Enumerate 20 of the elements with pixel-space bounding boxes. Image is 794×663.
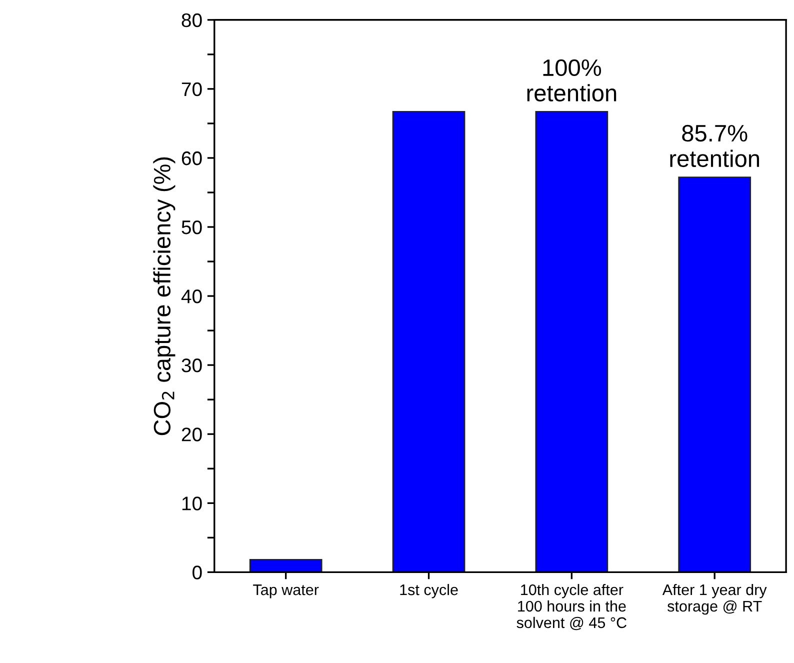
annotation: 85.7% retention [670,124,760,168]
y-tick-label: 0 [192,566,202,580]
y-tick-label: 30 [182,358,202,372]
y-tick-label: 80 [182,13,202,28]
y-tick-label: 70 [182,82,202,96]
x-tick-label: 10th cycle after 100 hours in the solvent @ 45 °C [516,584,626,630]
y-tick-label: 10 [182,496,202,510]
y-tick-label: 60 [182,151,202,166]
x-tick-label: Tap water [253,584,319,598]
bar [678,176,752,572]
y-tick-label: 50 [182,220,202,234]
annotation: 100% retention [527,59,616,102]
y-axis-title: CO$_{2}$ capture efficiency (%) [153,157,176,436]
x-tick-label: After 1 year dry storage @ RT [662,584,767,615]
bar [249,559,322,572]
y-tick-label: 20 [182,428,202,442]
bar [535,111,608,572]
x-tick-label: 1st cycle [400,584,458,598]
bar [392,111,466,572]
y-tick-label: 40 [181,289,202,304]
